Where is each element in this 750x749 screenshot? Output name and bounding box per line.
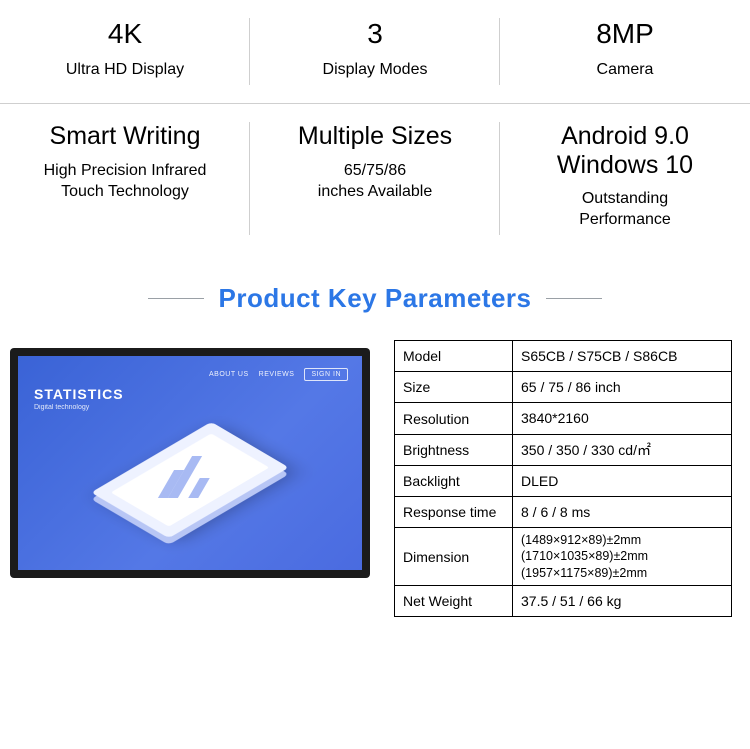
spec-key: Model	[395, 341, 513, 372]
spec-value: 65 / 75 / 86 inch	[513, 372, 732, 403]
feature-sub: Camera	[510, 60, 740, 81]
screen-stats-title: STATISTICS	[34, 386, 124, 402]
spec-key: Dimension	[395, 528, 513, 586]
feature-title: Multiple Sizes	[260, 122, 490, 151]
feature-grid: 4K Ultra HD Display 3 Display Modes 8MP …	[0, 0, 750, 253]
divider-line	[546, 298, 602, 299]
laptop-graphic	[91, 422, 289, 538]
feature-title: 3	[260, 18, 490, 50]
nav-signin: SIGN IN	[304, 368, 348, 381]
feature-title: 4K	[10, 18, 240, 50]
feature-sub: 65/75/86 inches Available	[260, 161, 490, 203]
spec-table: ModelS65CB / S75CB / S86CBSize65 / 75 / …	[394, 340, 732, 617]
screen-stats-sub: Digital technology	[34, 404, 124, 411]
feature-cell: 3 Display Modes	[250, 0, 500, 104]
spec-value: 350 / 350 / 330 cd/㎡	[513, 434, 732, 465]
spec-value: (1489×912×89)±2mm (1710×1035×89)±2mm (19…	[513, 528, 732, 586]
feature-sub: Ultra HD Display	[10, 60, 240, 81]
feature-cell: Multiple Sizes 65/75/86 inches Available	[250, 104, 500, 253]
monitor-screen: STATISTICS Digital technology ABOUT US R…	[18, 356, 362, 570]
spec-key: Net Weight	[395, 585, 513, 616]
product-monitor: STATISTICS Digital technology ABOUT US R…	[10, 348, 370, 578]
spec-key: Response time	[395, 497, 513, 528]
spec-table-body: ModelS65CB / S75CB / S86CBSize65 / 75 / …	[395, 341, 732, 617]
feature-cell: Android 9.0 Windows 10 Outstanding Perfo…	[500, 104, 750, 253]
screen-nav: ABOUT US REVIEWS SIGN IN	[209, 368, 348, 381]
table-row: Brightness350 / 350 / 330 cd/㎡	[395, 434, 732, 465]
spec-key: Brightness	[395, 434, 513, 465]
feature-sub: Outstanding Performance	[510, 189, 740, 231]
table-row: Net Weight37.5 / 51 / 66 kg	[395, 585, 732, 616]
section-header: Product Key Parameters	[0, 283, 750, 314]
feature-sub: High Precision Infrared Touch Technology	[10, 161, 240, 203]
table-row: Dimension(1489×912×89)±2mm (1710×1035×89…	[395, 528, 732, 586]
table-row: Size65 / 75 / 86 inch	[395, 372, 732, 403]
spec-key: Resolution	[395, 403, 513, 434]
section-title: Product Key Parameters	[218, 283, 531, 314]
feature-title: 8MP	[510, 18, 740, 50]
feature-sub: Display Modes	[260, 60, 490, 81]
feature-cell: 4K Ultra HD Display	[0, 0, 250, 104]
table-row: BacklightDLED	[395, 465, 732, 496]
feature-cell: Smart Writing High Precision Infrared To…	[0, 104, 250, 253]
spec-value: 8 / 6 / 8 ms	[513, 497, 732, 528]
spec-value: S65CB / S75CB / S86CB	[513, 341, 732, 372]
spec-key: Backlight	[395, 465, 513, 496]
spec-value: 37.5 / 51 / 66 kg	[513, 585, 732, 616]
nav-reviews: REVIEWS	[259, 371, 295, 378]
table-row: Response time8 / 6 / 8 ms	[395, 497, 732, 528]
bottom-row: STATISTICS Digital technology ABOUT US R…	[0, 338, 750, 617]
nav-about: ABOUT US	[209, 371, 249, 378]
screen-stats: STATISTICS Digital technology	[34, 386, 124, 411]
spec-value: 3840*2160	[513, 403, 732, 434]
feature-title: Android 9.0 Windows 10	[510, 122, 740, 180]
feature-title: Smart Writing	[10, 122, 240, 151]
table-row: Resolution3840*2160	[395, 403, 732, 434]
spec-key: Size	[395, 372, 513, 403]
table-row: ModelS65CB / S75CB / S86CB	[395, 341, 732, 372]
feature-cell: 8MP Camera	[500, 0, 750, 104]
spec-value: DLED	[513, 465, 732, 496]
divider-line	[148, 298, 204, 299]
